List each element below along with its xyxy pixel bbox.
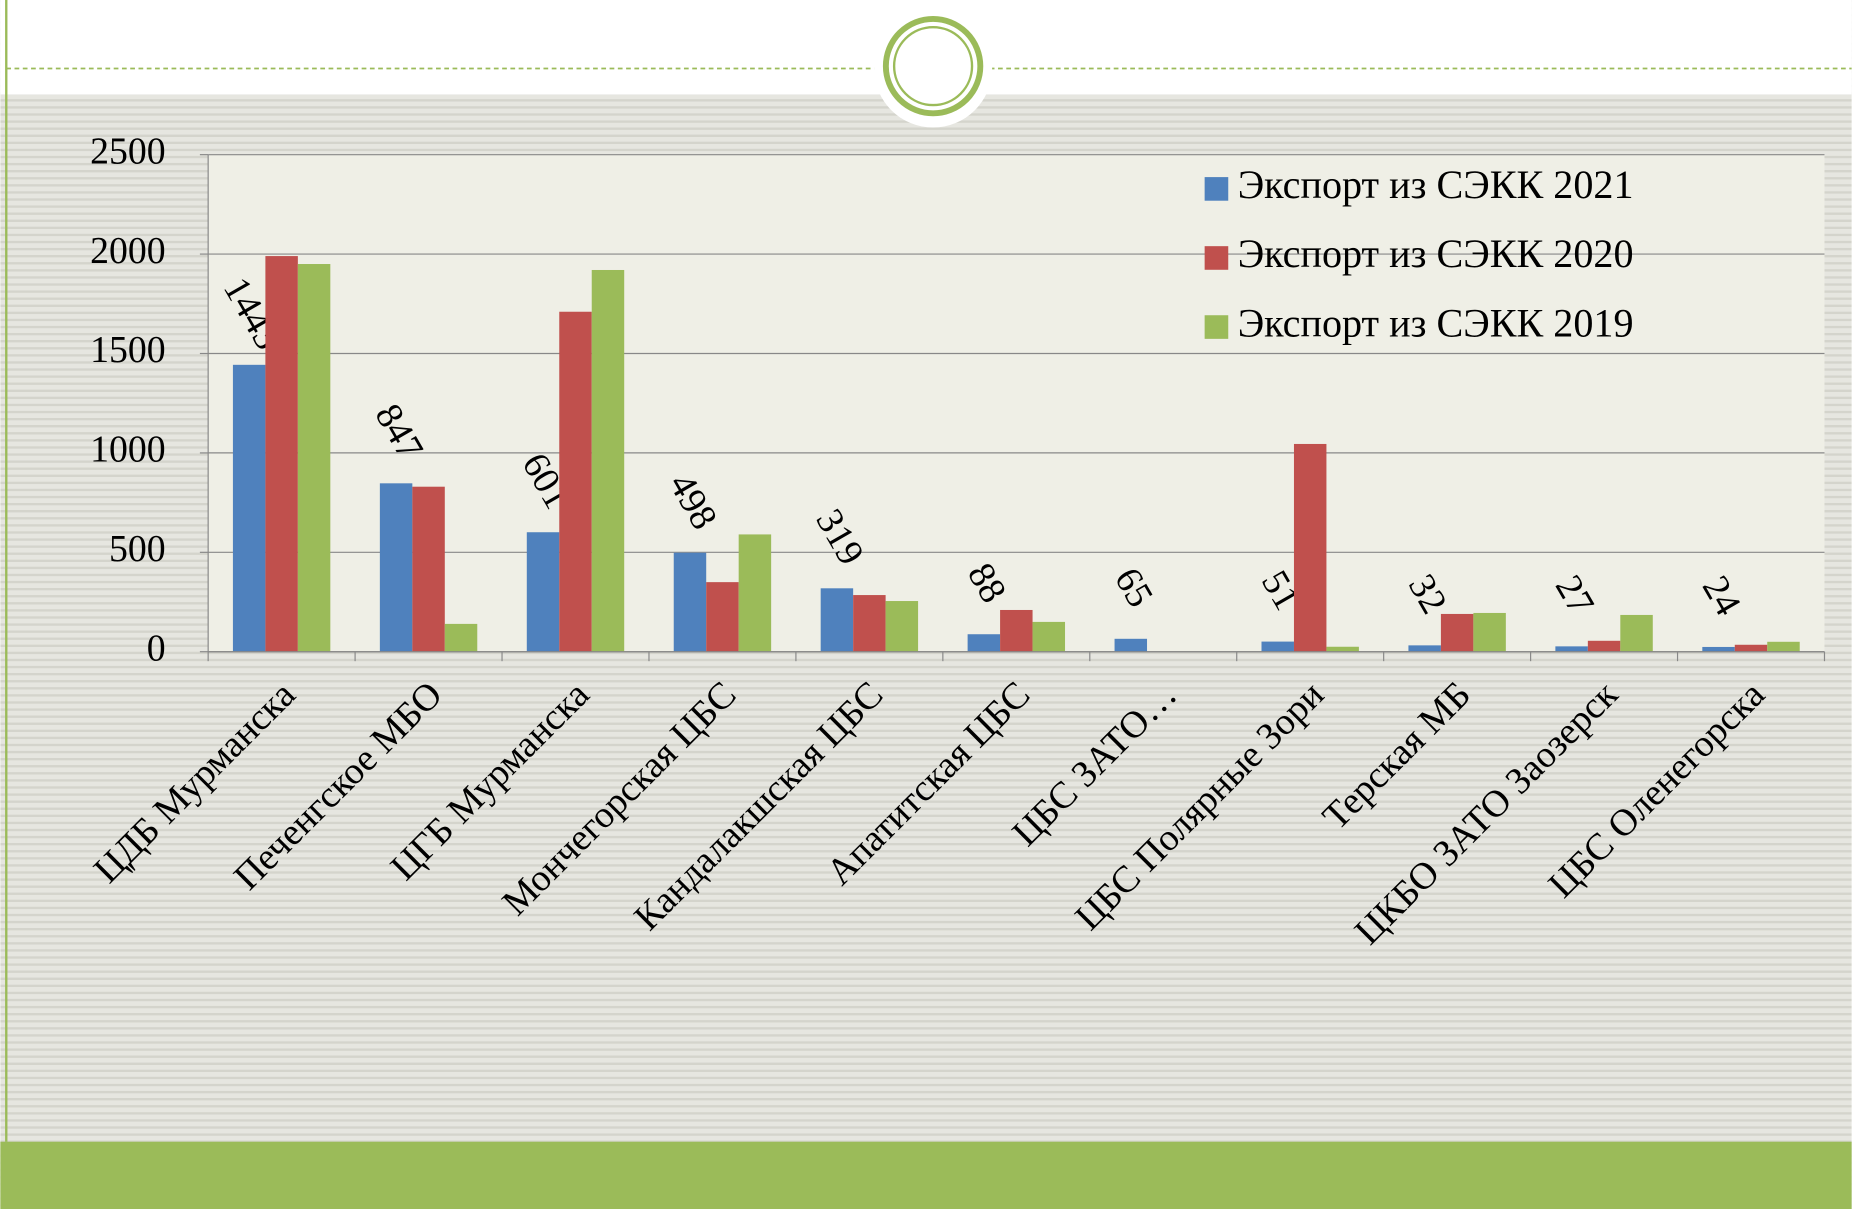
plot-area	[208, 154, 1825, 652]
bar	[885, 601, 919, 652]
bar	[1440, 613, 1474, 652]
bar	[265, 256, 298, 652]
bar	[1293, 443, 1327, 652]
ornament-ring	[892, 25, 974, 107]
bar	[673, 552, 707, 652]
bar	[1114, 638, 1148, 652]
bar	[1587, 640, 1621, 652]
ornament-ring	[882, 15, 984, 117]
bar	[379, 483, 413, 652]
bar	[1326, 646, 1359, 652]
y-tick-label: 500	[109, 528, 166, 570]
bar	[1473, 612, 1506, 652]
legend-swatch	[1204, 177, 1229, 201]
bar	[1261, 641, 1294, 652]
legend-swatch	[1204, 246, 1229, 270]
legend-swatch	[1204, 315, 1229, 339]
bar	[1620, 614, 1653, 652]
legend-label: Экспорт из СЭКК 2021	[1238, 162, 1634, 207]
bar	[706, 582, 739, 652]
y-tick-label: 1000	[90, 429, 166, 471]
bar	[526, 532, 560, 652]
legend-label: Экспорт из СЭКК 2020	[1238, 231, 1634, 276]
bar	[1555, 646, 1588, 652]
bar	[591, 269, 625, 652]
bar	[820, 588, 854, 652]
legend-label: Экспорт из СЭКК 2019	[1238, 300, 1634, 345]
bar	[738, 534, 772, 652]
bar	[559, 311, 592, 652]
bar	[412, 486, 445, 652]
bar	[1734, 644, 1768, 652]
bar	[232, 364, 266, 652]
bar	[967, 634, 1001, 652]
y-tick-label: 2500	[90, 130, 166, 172]
y-tick-label: 2000	[90, 230, 166, 272]
bar	[444, 623, 478, 652]
bar	[1702, 646, 1735, 652]
footer-band	[0, 1141, 1852, 1209]
bar	[1767, 641, 1800, 652]
y-tick-label: 0	[147, 627, 166, 669]
y-tick-label: 1500	[90, 329, 166, 371]
bar	[853, 595, 886, 652]
bar	[1032, 621, 1066, 652]
bar	[1000, 609, 1033, 652]
bar	[1408, 645, 1441, 652]
bar	[297, 264, 331, 652]
